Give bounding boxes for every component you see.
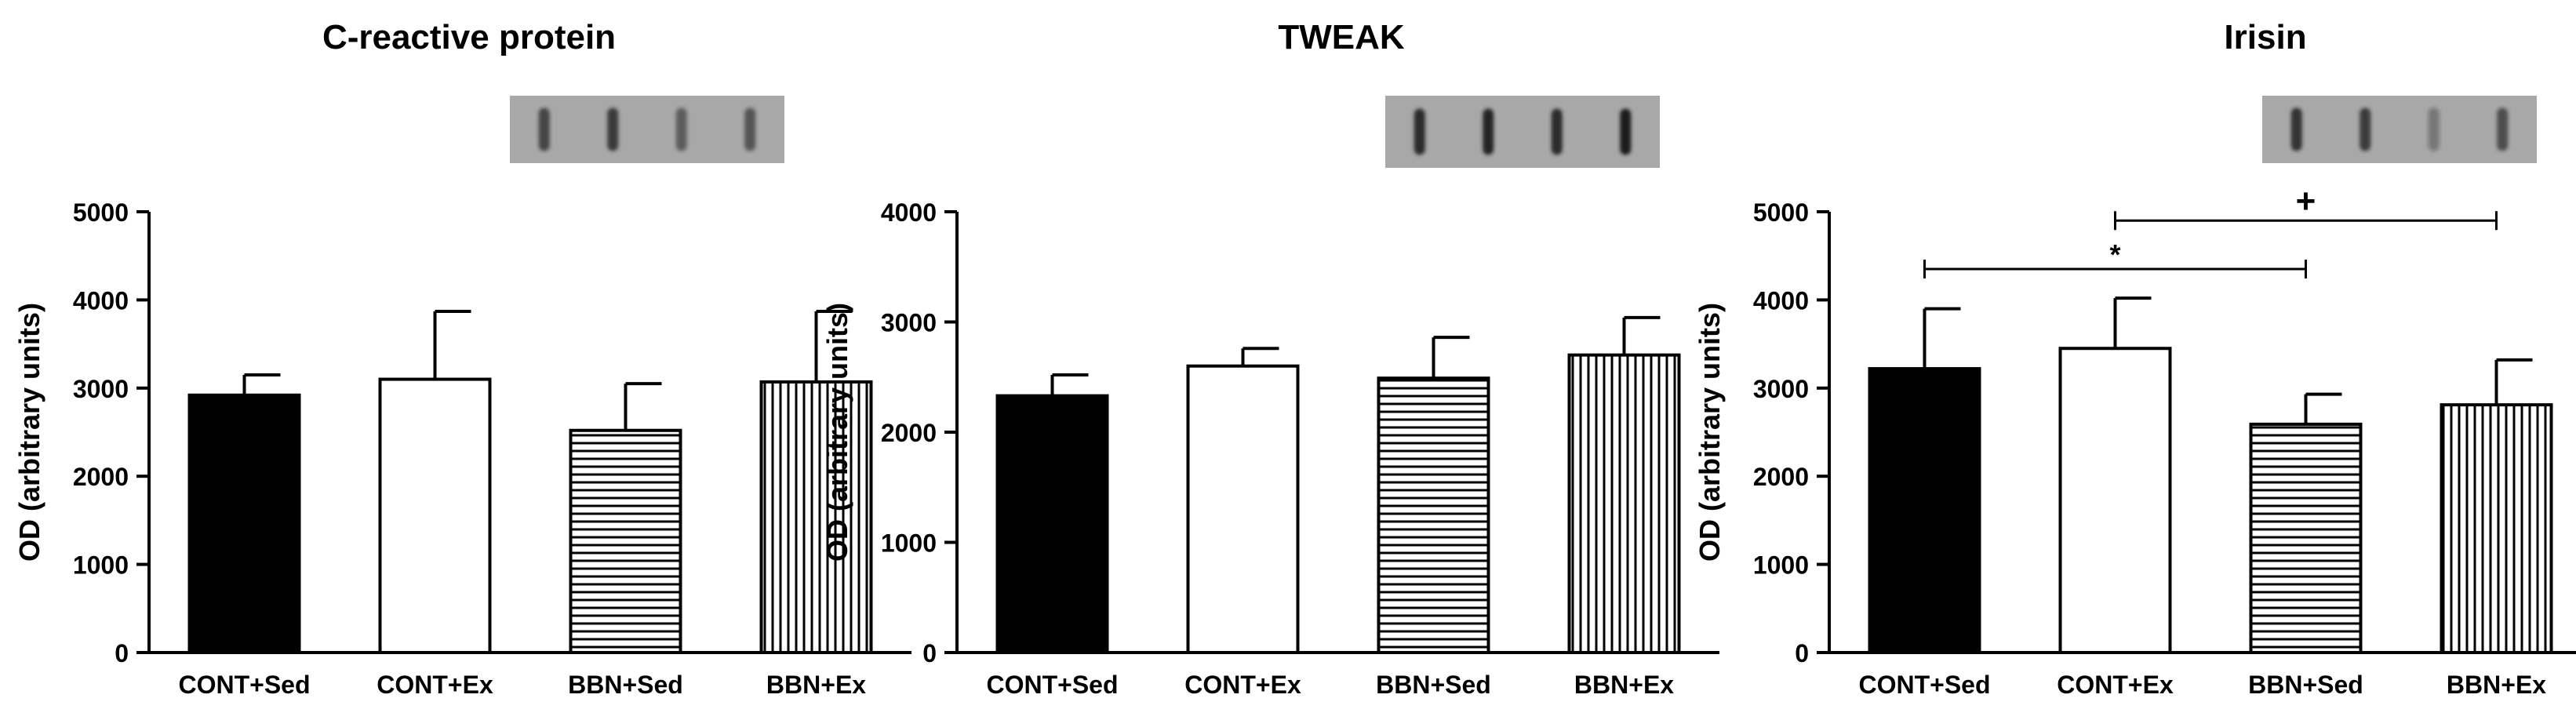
blot-band [2360, 107, 2371, 151]
bar-bbn-ex [759, 380, 873, 654]
y-tick-label: 3000 [73, 375, 129, 403]
blot-band [1483, 108, 1494, 155]
y-tick-label: 3000 [1753, 375, 1809, 403]
x-tick-label: CONT+Sed [1858, 671, 1990, 699]
blot-band [607, 107, 619, 151]
x-tick-label: BBN+Sed [2248, 671, 2363, 699]
y-tick-label: 4000 [1753, 286, 1809, 315]
y-tick-label: 0 [115, 639, 129, 667]
blot-band [675, 107, 687, 151]
y-tick-label: 5000 [73, 198, 129, 227]
x-tick-label: CONT+Sed [986, 671, 1118, 699]
x-tick-label: BBN+Ex [766, 671, 866, 699]
blot-strip [510, 96, 784, 163]
y-tick-label: 2000 [73, 463, 129, 491]
x-tick-label: BBN+Sed [1376, 671, 1491, 699]
x-tick-label: BBN+Sed [568, 671, 683, 699]
y-tick-label: 2000 [881, 419, 937, 447]
x-tick-label: CONT+Ex [1184, 671, 1301, 699]
blot-band [1620, 108, 1632, 155]
bar-cont-ex [1186, 364, 1300, 654]
y-tick-label: 0 [922, 639, 937, 667]
chart-panel-2: TWEAK 0 1000 2000 3000 4000 OD (arbitrary unit… [821, 18, 1719, 699]
significance-symbol: + [2296, 182, 2316, 220]
bar-bbn-sed [2249, 422, 2363, 654]
y-axis-label: OD (arbitrary units) [821, 303, 853, 562]
bar-cont-sed [1868, 367, 1981, 654]
bar-bbn-sed [569, 428, 682, 654]
bar-cont-sed [187, 393, 301, 654]
blot-band [1551, 108, 1563, 155]
y-tick-label: 1000 [73, 551, 129, 580]
chart-title: C-reactive protein [322, 18, 616, 56]
blot-band [1414, 108, 1425, 155]
y-tick-label: 4000 [881, 198, 937, 227]
bar-bbn-ex [1567, 353, 1681, 654]
blot-band [2497, 107, 2509, 151]
y-axis-label: OD (arbitrary units) [13, 303, 45, 562]
blot-strip [1385, 96, 1660, 168]
significance-symbol: * [2109, 238, 2120, 271]
blot-band [538, 107, 550, 151]
x-tick-label: CONT+Ex [377, 671, 493, 699]
x-tick-label: BBN+Ex [2447, 671, 2546, 699]
y-tick-label: 4000 [73, 286, 129, 315]
x-tick-label: BBN+Ex [1574, 671, 1674, 699]
y-tick-label: 1000 [1753, 551, 1809, 580]
chart-title: Irisin [2224, 18, 2306, 56]
bar-cont-ex [378, 377, 492, 654]
blot-band [744, 107, 756, 151]
y-tick-label: 5000 [1753, 198, 1809, 227]
y-tick-label: 2000 [1753, 463, 1809, 491]
y-tick-label: 3000 [881, 309, 937, 337]
chart-panel-3: Irisin 0 1000 2000 3000 4000 5000 OD (arbitrary… [1694, 18, 2576, 699]
blot-band [2290, 107, 2302, 151]
bar-cont-ex [2058, 347, 2172, 654]
x-tick-label: CONT+Sed [178, 671, 310, 699]
bar-bbn-ex [2440, 403, 2553, 654]
y-tick-label: 0 [1795, 639, 1809, 667]
x-tick-label: CONT+Ex [2057, 671, 2174, 699]
blot-band [2428, 107, 2440, 151]
blot-strip [2262, 96, 2537, 163]
chart-panel-1: C-reactive protein 0 1000 2000 3000 4000 5000 O… [13, 18, 911, 699]
y-axis-label: OD (arbitrary units) [1694, 303, 1726, 562]
bar-bbn-sed [1377, 376, 1490, 654]
y-tick-label: 1000 [881, 529, 937, 558]
chart-title: TWEAK [1278, 18, 1405, 56]
bar-cont-sed [995, 394, 1109, 654]
